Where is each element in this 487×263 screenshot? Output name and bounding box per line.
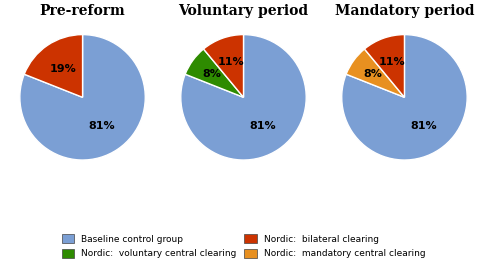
Wedge shape [204, 35, 244, 97]
Wedge shape [342, 35, 467, 160]
Text: 8%: 8% [203, 69, 222, 79]
Wedge shape [364, 35, 404, 97]
Legend: Baseline control group, Nordic:  voluntary central clearing, Nordic:  bilateral : Baseline control group, Nordic: voluntar… [61, 234, 426, 259]
Text: 81%: 81% [249, 121, 276, 131]
Wedge shape [346, 49, 404, 97]
Text: 81%: 81% [89, 121, 115, 131]
Title: Mandatory period: Mandatory period [335, 4, 474, 18]
Wedge shape [24, 35, 83, 97]
Text: 8%: 8% [364, 69, 382, 79]
Text: 81%: 81% [411, 121, 437, 131]
Wedge shape [20, 35, 145, 160]
Text: 19%: 19% [50, 64, 76, 74]
Wedge shape [185, 49, 244, 97]
Text: 11%: 11% [378, 57, 405, 67]
Title: Voluntary period: Voluntary period [178, 4, 309, 18]
Wedge shape [181, 35, 306, 160]
Title: Pre-reform: Pre-reform [39, 4, 126, 18]
Text: 11%: 11% [217, 57, 244, 67]
